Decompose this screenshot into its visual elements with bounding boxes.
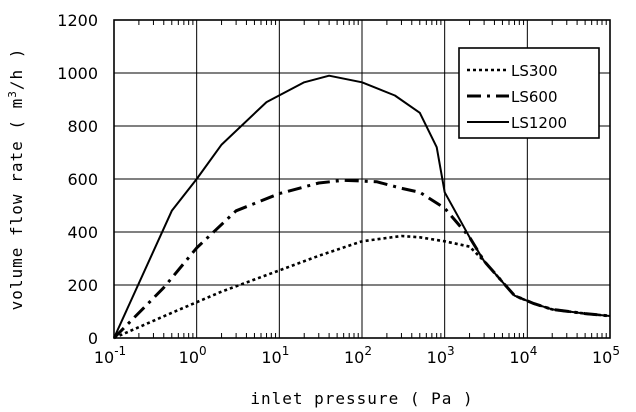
x-tick-exponent: 0 [199,344,207,358]
x-tick-base: 10 [592,348,612,367]
x-tick-label: 10-1 [94,344,126,367]
legend-label-ls300: LS300 [511,62,558,80]
y-tick-label: 0 [88,329,98,348]
x-tick-label: 100 [179,344,207,367]
y-axis-title-suffix: /h ) [7,48,26,91]
x-tick-exponent: -1 [114,344,126,358]
x-axis-ticks: 10-1 100 101 102 103 104 105 [94,344,620,367]
x-tick-label: 103 [427,344,455,367]
legend: LS300 LS600 LS1200 [458,47,600,139]
x-tick-label: 104 [509,344,537,367]
x-tick-label: 105 [592,344,620,367]
series-line-ls1200 [113,74,611,339]
y-tick-label: 600 [67,170,98,189]
x-axis-title: inlet pressure ( Pa ) [250,389,473,408]
plot-frame [113,19,611,339]
x-tick-exponent: 4 [530,344,538,358]
x-tick-label: 101 [261,344,289,367]
series-lines [112,74,611,340]
y-tick-label: 200 [67,276,98,295]
series-line-ls300 [113,234,611,340]
x-tick-exponent: 5 [612,344,620,358]
y-axis-title-exponent: 3 [6,90,19,98]
legend-label-ls600: LS600 [511,88,558,106]
y-tick-label: 1000 [57,64,98,83]
x-tick-base: 10 [261,348,281,367]
y-tick-label: 800 [67,117,98,136]
legend-label-ls1200: LS1200 [511,114,567,132]
x-tick-base: 10 [94,348,114,367]
y-axis-title: volume flow rate ( m3/h ) [6,48,26,311]
x-tick-exponent: 1 [282,344,290,358]
y-axis-ticks: 0 200 400 600 800 1000 1200 [57,11,98,348]
y-tick-label: 1200 [57,11,98,30]
x-tick-base: 10 [179,348,199,367]
y-axis-title-prefix: volume flow rate ( m [7,98,26,311]
x-tick-base: 10 [344,348,364,367]
x-tick-exponent: 3 [447,344,455,358]
x-tick-base: 10 [427,348,447,367]
x-tick-base: 10 [509,348,529,367]
x-tick-exponent: 2 [364,344,372,358]
x-tick-label: 102 [344,344,372,367]
y-tick-label: 400 [67,223,98,242]
